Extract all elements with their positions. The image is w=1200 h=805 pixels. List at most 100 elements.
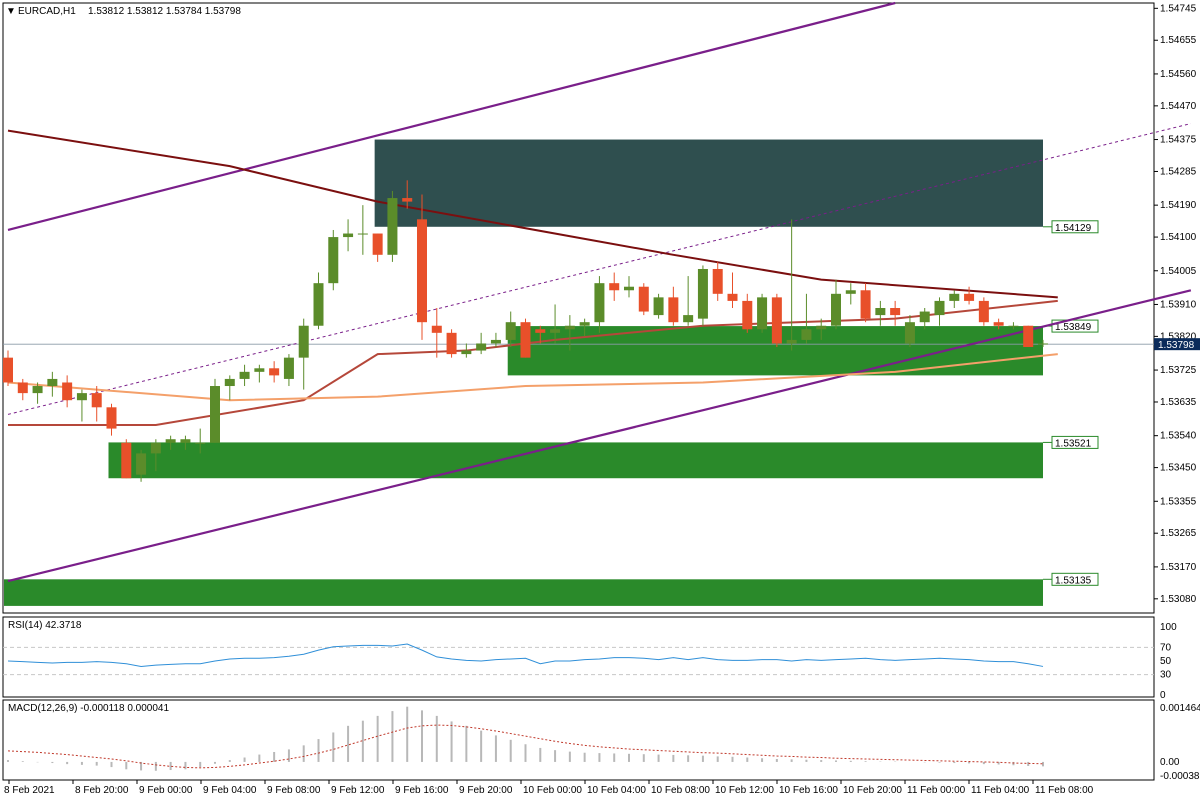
price-axis-label: 1.53910 [1160,299,1197,310]
candle-body [387,198,398,255]
time-axis-label: 10 Feb 00:00 [523,785,582,796]
channel-trendline[interactable] [7,1,896,232]
price-axis-label: 1.54470 [1160,101,1197,112]
candle-body [668,297,679,323]
rsi-axis-label: 30 [1160,670,1172,681]
candle-body [505,322,516,340]
candle-body [357,233,368,235]
time-axis-label: 9 Feb 12:00 [331,785,385,796]
zone-label-box [1051,319,1099,333]
candle-body [62,382,73,401]
price-panel[interactable] [2,2,1155,614]
rsi-panel[interactable] [2,616,1155,698]
candle-body [550,329,561,333]
candle-body [47,378,58,387]
candle-body [653,297,664,316]
candle-body [283,357,294,379]
rsi-axis-label: 50 [1160,656,1172,667]
macd-title: MACD(12,26,9) -0.000118 0.000041 [8,703,169,714]
candle-body [224,378,235,387]
zone-price-label: 1.54129 [1055,223,1092,234]
candle-body [786,339,797,344]
candle-body [269,368,280,376]
candle-body [490,339,501,344]
candle-body [890,308,901,316]
candle-body [372,233,383,255]
candle-body [964,293,975,301]
candle-body [150,442,161,454]
candle-body [831,293,841,326]
candle-body [476,343,487,351]
candle-body [313,283,324,326]
candle-body [180,439,191,443]
candle-body [535,329,546,333]
candle-body [816,325,827,330]
candle-body [402,198,413,202]
rsi-axis-label: 0 [1160,690,1166,701]
candle-body [165,439,176,443]
time-axis-label: 9 Feb 04:00 [203,785,257,796]
zone-rect [374,139,1044,227]
candle-body [136,453,147,475]
candle-body [254,368,265,372]
channel-trendline[interactable] [7,289,1192,583]
candle-body [195,442,206,444]
candle-body [993,322,1004,326]
candle-body [564,325,575,330]
zone-price-label: 1.53135 [1055,575,1092,586]
candle-body [446,332,457,355]
time-axis-label: 8 Feb 20:00 [75,785,129,796]
time-axis-label: 9 Feb 08:00 [267,785,321,796]
price-axis-label: 1.54190 [1160,200,1197,211]
rsi-axis-label: 70 [1160,642,1172,653]
price-axis-label: 1.54005 [1160,266,1197,277]
symbol-label: EURCAD,H1 [18,6,76,17]
time-axis-label: 11 Feb 00:00 [907,785,966,796]
candle-body [697,268,708,319]
price-axis-label: 1.53265 [1160,528,1197,539]
candle-body [343,233,354,238]
candle-body [609,283,620,291]
candle-body [934,300,945,316]
current-price-label: 1.53798 [1158,340,1195,351]
candle-body [801,329,812,340]
candle-body [17,382,28,394]
candle-body [978,300,989,323]
time-axis-label: 10 Feb 12:00 [715,785,774,796]
candle-body [1008,325,1019,327]
time-axis-label: 11 Feb 08:00 [1035,785,1094,796]
candle-body [919,311,930,323]
macd-axis-label: 0.00 [1160,757,1180,768]
price-axis-label: 1.54100 [1160,232,1197,243]
candle-body [239,371,250,379]
macd-panel[interactable] [2,699,1155,781]
current-price-box [1154,338,1200,351]
rsi-line [7,643,1044,667]
candle-body [624,286,634,291]
price-axis-label: 1.54745 [1160,3,1197,14]
time-axis-label: 10 Feb 04:00 [587,785,646,796]
candle-body [904,322,915,344]
candle-body [771,297,782,344]
time-axis-label: 9 Feb 00:00 [139,785,193,796]
candle-body [3,357,13,383]
time-axis-label: 10 Feb 20:00 [843,785,902,796]
zone-label-box [1051,220,1099,234]
zone-rect [108,442,1043,479]
price-axis-label: 1.53820 [1160,331,1197,342]
price-axis-label: 1.53725 [1160,365,1197,376]
price-axis-label: 1.53540 [1160,431,1197,442]
candle-body [461,350,472,355]
candle-body [860,290,871,319]
candle-body [845,290,856,294]
zone-label-box [1051,572,1099,586]
candle-body [949,293,960,301]
macd-axis-label: 0.001464 [1160,703,1200,714]
zone-label-box [1051,435,1099,449]
candle-body [417,219,427,323]
candle-body [298,325,309,358]
channel-trendline[interactable] [7,123,1191,415]
candle-body [210,386,220,443]
